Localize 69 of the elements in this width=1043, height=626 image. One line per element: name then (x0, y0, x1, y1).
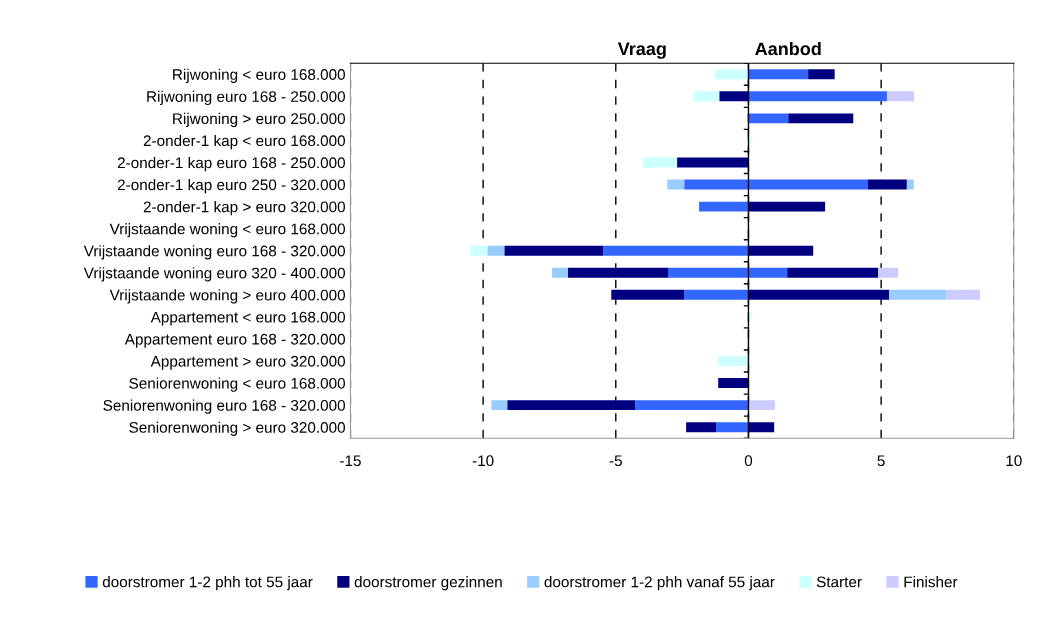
bar (686, 422, 717, 433)
bar (635, 400, 749, 411)
bar (611, 289, 685, 300)
legend-label: doorstromer gezinnen (354, 576, 502, 591)
x-tick-label: 5 (877, 455, 885, 467)
y-tick-label: Seniorenwoning > euro 320.000 (129, 421, 346, 436)
bar (684, 289, 749, 300)
text: Aanbod (755, 41, 821, 56)
x-tick-label: 10 (1006, 455, 1022, 467)
bar (808, 69, 835, 80)
bar (715, 69, 749, 80)
x-tick-label: -15 (340, 455, 361, 467)
bar (748, 245, 814, 256)
text: Vraag (617, 42, 666, 59)
bar (748, 91, 887, 102)
y-tick-label: Rijwoning < euro 168.000 (173, 68, 345, 83)
bar (906, 179, 914, 190)
bar (507, 400, 636, 411)
bar (719, 91, 749, 102)
y-tick-label: Appartement euro 168 - 320.000 (124, 333, 346, 348)
bar (718, 378, 749, 389)
bar (552, 267, 569, 278)
x-tick-label: 0 (744, 455, 753, 467)
y-tick-label: Appartement < euro 168.000 (150, 311, 345, 326)
legend-label: doorstromer 1-2 phh vanaf 55 jaar (544, 576, 775, 591)
bar (487, 245, 505, 256)
bar (699, 201, 749, 212)
bar (568, 267, 669, 278)
bar (667, 179, 685, 190)
bar (470, 245, 488, 256)
bar (677, 157, 749, 168)
bar (643, 157, 678, 168)
bar (504, 245, 604, 256)
x-tick-label: -10 (472, 455, 494, 467)
bar (867, 179, 907, 190)
bar (788, 113, 854, 124)
bar (946, 289, 981, 300)
y-tick-label: 2-onder-1 kap < euro 168.000 (143, 134, 346, 150)
legend-label: doorstromer 1-2 phh tot 55 jaar (102, 576, 313, 591)
bar (886, 91, 915, 102)
y-tick-label: Seniorenwoning < euro 168.000 (129, 377, 346, 392)
legend-label: Starter (816, 576, 862, 588)
bar (491, 400, 508, 411)
bar (693, 91, 720, 102)
y-tick-label: Seniorenwoning euro 168 - 320.000 (103, 399, 346, 414)
bar (748, 422, 775, 433)
y-tick-label: 2-onder-1 kap > euro 320.000 (143, 201, 346, 216)
y-tick-label: Rijwoning > euro 250.000 (173, 112, 345, 128)
legend-label: Finisher (904, 576, 958, 588)
bar (748, 113, 789, 124)
y-tick-label: Rijwoning euro 168 - 250.000 (147, 90, 345, 106)
bar (889, 289, 947, 300)
x-tick-label: -5 (609, 455, 622, 467)
y-tick-label: Vrijstaande woning > euro 400.000 (109, 289, 346, 304)
bar (878, 267, 899, 278)
y-tick-label: 2-onder-1 kap euro 250 - 320.000 (117, 179, 346, 194)
bar (718, 356, 749, 366)
bar (748, 289, 890, 300)
y-tick-label: Vrijstaande woning euro 168 - 320.000 (83, 245, 346, 260)
bar (603, 245, 749, 256)
y-tick-label: Appartement > euro 320.000 (150, 355, 345, 370)
bar (716, 422, 749, 433)
bar (787, 267, 879, 278)
y-tick-label: Vrijstaande woning euro 320 - 400.000 (83, 267, 346, 282)
y-tick-label: 2-onder-1 kap euro 168 - 250.000 (117, 156, 346, 172)
y-tick-label: Vrijstaande woning < euro 168.000 (109, 223, 346, 238)
bar (748, 400, 775, 411)
bar (748, 201, 826, 212)
bar (748, 69, 809, 80)
